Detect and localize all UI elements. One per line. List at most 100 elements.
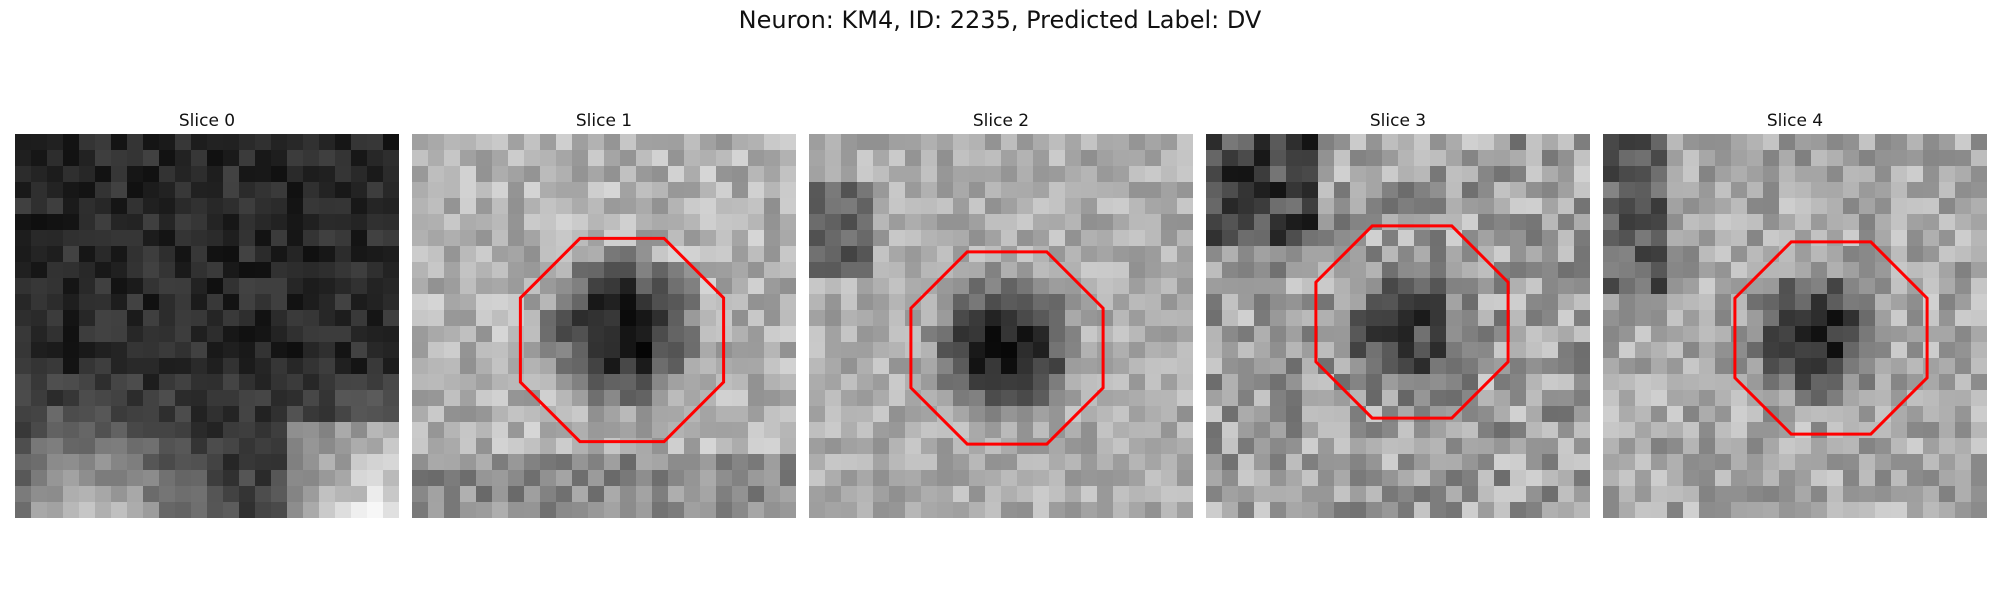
image-pixel <box>1270 358 1287 375</box>
image-pixel <box>764 230 781 247</box>
image-pixel <box>1811 182 1828 199</box>
image-pixel <box>1891 230 1908 247</box>
image-pixel <box>921 390 938 407</box>
image-pixel <box>905 438 922 455</box>
image-pixel <box>319 198 336 215</box>
image-pixel <box>1366 486 1383 503</box>
image-pixel <box>889 214 906 231</box>
image-pixel <box>1382 214 1399 231</box>
image-pixel <box>1206 470 1223 487</box>
image-pixel <box>367 422 384 439</box>
image-pixel <box>764 454 781 471</box>
image-pixel <box>1129 358 1146 375</box>
image-pixel <box>1907 326 1924 343</box>
image-pixel <box>1827 502 1844 518</box>
image-pixel <box>191 422 208 439</box>
image-pixel <box>889 326 906 343</box>
image-pixel <box>1907 454 1924 471</box>
image-pixel <box>1510 358 1527 375</box>
image-pixel <box>1177 278 1193 295</box>
image-pixel <box>412 406 429 423</box>
image-pixel <box>1795 406 1812 423</box>
image-pixel <box>809 150 826 167</box>
image-pixel <box>700 406 717 423</box>
image-pixel <box>1619 406 1636 423</box>
image-pixel <box>412 134 429 151</box>
image-pixel <box>937 262 954 279</box>
image-pixel <box>1478 454 1495 471</box>
image-pixel <box>351 438 368 455</box>
image-pixel <box>351 246 368 263</box>
image-pixel <box>937 278 954 295</box>
image-pixel <box>287 502 304 518</box>
image-pixel <box>748 230 765 247</box>
image-pixel <box>588 374 605 391</box>
image-pixel <box>303 246 320 263</box>
image-pixel <box>255 230 272 247</box>
image-pixel <box>1603 166 1620 183</box>
image-pixel <box>1206 486 1223 503</box>
image-pixel <box>159 246 176 263</box>
image-pixel <box>127 470 144 487</box>
image-pixel <box>985 166 1002 183</box>
image-pixel <box>1526 358 1543 375</box>
image-pixel <box>1350 166 1367 183</box>
image-pixel <box>271 134 288 151</box>
image-pixel <box>351 454 368 471</box>
image-pixel <box>825 486 842 503</box>
image-pixel <box>1875 278 1892 295</box>
image-pixel <box>1763 358 1780 375</box>
image-pixel <box>716 230 733 247</box>
image-pixel <box>1049 198 1066 215</box>
image-pixel <box>1382 134 1399 151</box>
image-pixel <box>351 150 368 167</box>
image-pixel <box>1129 310 1146 327</box>
image-pixel <box>412 470 429 487</box>
image-pixel <box>239 310 256 327</box>
image-pixel <box>905 294 922 311</box>
image-pixel <box>1033 342 1050 359</box>
image-pixel <box>636 134 653 151</box>
image-pixel <box>748 150 765 167</box>
image-pixel <box>572 390 589 407</box>
image-pixel <box>969 150 986 167</box>
image-pixel <box>1779 294 1796 311</box>
image-pixel <box>223 422 240 439</box>
image-pixel <box>31 502 48 518</box>
image-pixel <box>239 262 256 279</box>
image-pixel <box>255 502 272 518</box>
image-pixel <box>1843 230 1860 247</box>
image-pixel <box>1254 326 1271 343</box>
image-pixel <box>1939 294 1956 311</box>
image-pixel <box>1238 502 1255 518</box>
image-pixel <box>556 502 573 518</box>
image-pixel <box>620 262 637 279</box>
image-pixel <box>508 310 525 327</box>
image-pixel <box>1382 454 1399 471</box>
image-pixel <box>47 134 64 151</box>
image-pixel <box>159 438 176 455</box>
image-pixel <box>1177 326 1193 343</box>
slice-title: Slice 2 <box>972 111 1030 131</box>
image-pixel <box>1526 294 1543 311</box>
image-pixel <box>79 374 96 391</box>
image-pixel <box>652 342 669 359</box>
image-pixel <box>255 278 272 295</box>
image-pixel <box>556 486 573 503</box>
image-pixel <box>1891 134 1908 151</box>
image-pixel <box>476 486 493 503</box>
image-pixel <box>1510 422 1527 439</box>
image-pixel <box>921 326 938 343</box>
image-pixel <box>604 502 621 518</box>
image-pixel <box>1619 438 1636 455</box>
soma-outline-octagon <box>909 250 1105 446</box>
image-pixel <box>271 198 288 215</box>
image-pixel <box>1286 230 1303 247</box>
image-pixel <box>873 182 890 199</box>
image-pixel <box>1971 342 1987 359</box>
image-pixel <box>303 358 320 375</box>
image-pixel <box>985 358 1002 375</box>
image-pixel <box>700 246 717 263</box>
image-pixel <box>1081 230 1098 247</box>
image-pixel <box>1715 294 1732 311</box>
